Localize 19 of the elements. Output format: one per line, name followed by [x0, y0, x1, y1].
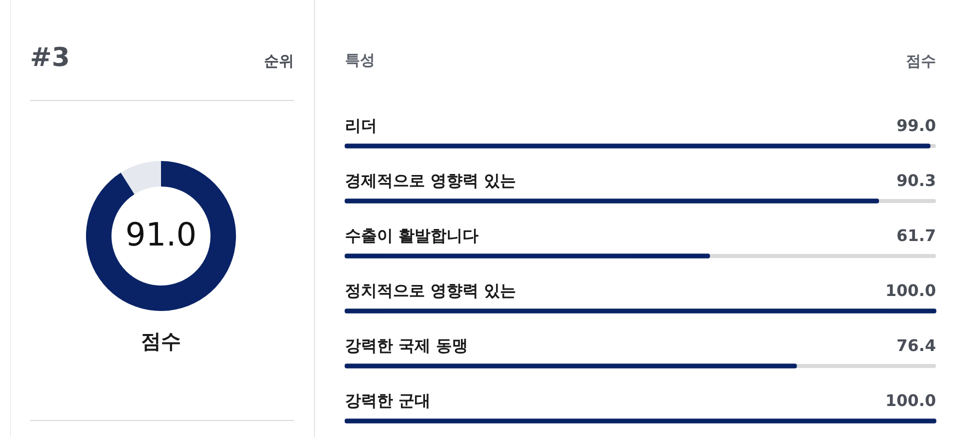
y-tick-label: 강력한 군대	[345, 391, 431, 410]
y-tick-label: 수출이 활발합니다	[345, 226, 479, 246]
data-label: 100.0	[885, 391, 936, 410]
y-axis-title: 특성	[345, 51, 375, 70]
data-label: 61.7	[896, 226, 936, 246]
bar	[344, 144, 930, 148]
data-label: 76.4	[896, 336, 936, 356]
y-tick-label: 리더	[345, 116, 377, 136]
data-label: 91.0	[125, 215, 197, 254]
data-label: 100.0	[885, 281, 936, 300]
data-label: 99.0	[896, 116, 936, 136]
text: 순위	[264, 52, 294, 71]
x-axis-title: 점수	[906, 52, 936, 71]
data-label: 90.3	[896, 171, 936, 190]
y-tick-label: 정치적으로 영향력 있는	[345, 281, 516, 300]
text: #3	[30, 43, 70, 73]
y-tick-label: 강력한 국제 동맹	[345, 336, 468, 356]
text: 점수	[140, 328, 182, 355]
y-tick-label: 경제적으로 영향력 있는	[345, 171, 516, 190]
